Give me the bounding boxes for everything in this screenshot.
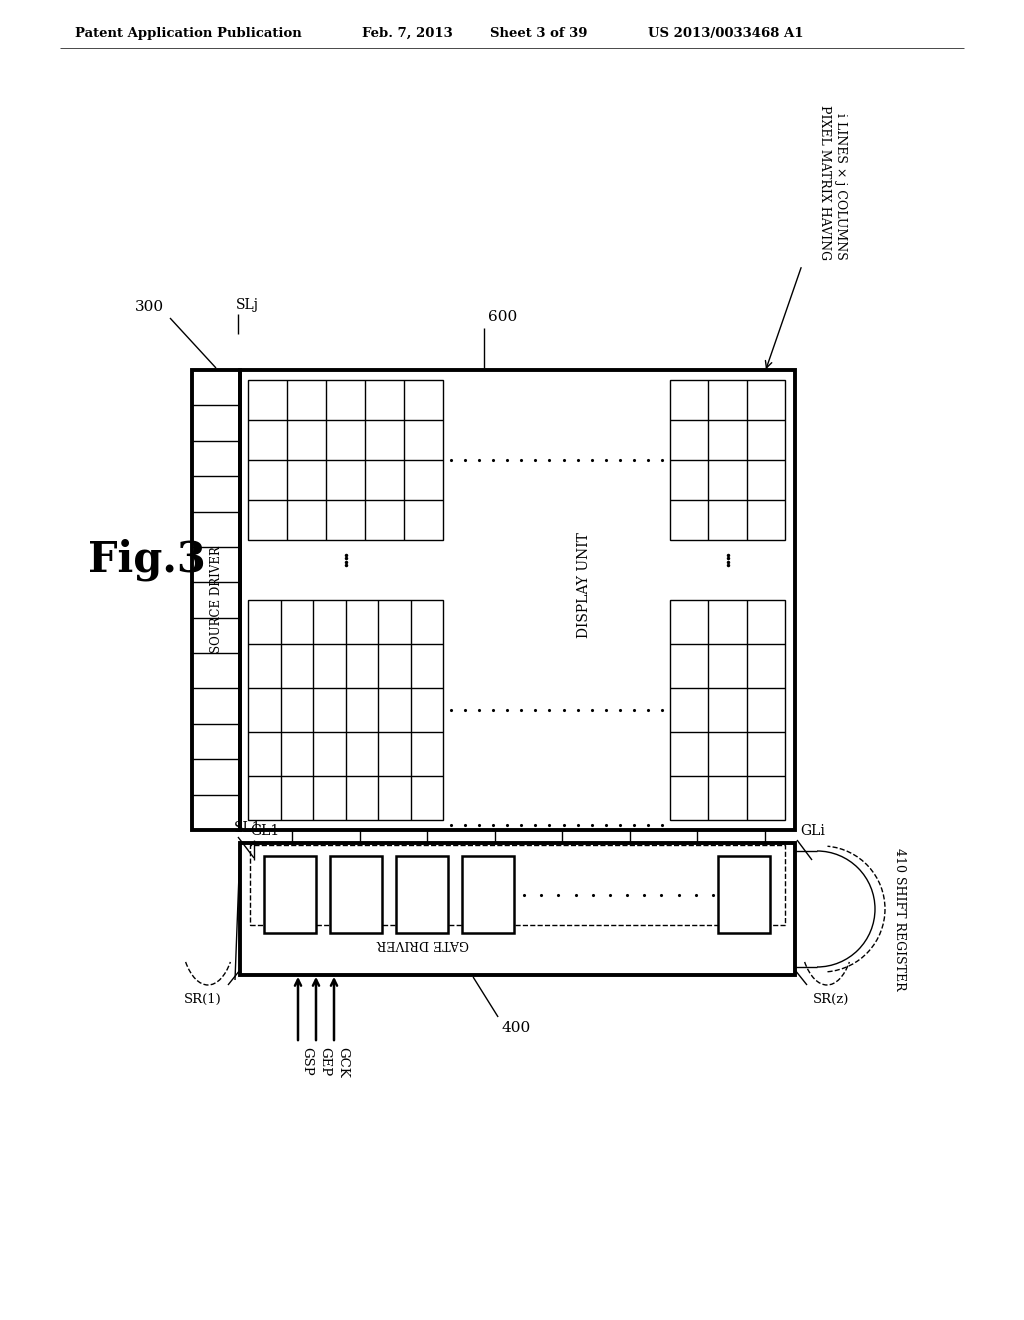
Text: Feb. 7, 2013: Feb. 7, 2013 (362, 26, 453, 40)
Text: Fig.3: Fig.3 (88, 539, 206, 581)
Bar (462, 855, 514, 933)
Text: GEP: GEP (318, 1047, 331, 1076)
Bar (718, 855, 770, 933)
Text: SL1: SL1 (234, 821, 261, 836)
Bar (250, 845, 785, 925)
Bar (396, 855, 449, 933)
Text: SLj: SLj (236, 298, 259, 312)
Bar (240, 843, 795, 975)
Text: DISPLAY UNIT: DISPLAY UNIT (578, 532, 591, 638)
Bar (248, 601, 443, 820)
Text: 410 SHIFT REGISTER: 410 SHIFT REGISTER (893, 847, 906, 990)
Bar (248, 380, 443, 540)
Bar (240, 370, 795, 830)
Bar (264, 855, 316, 933)
Text: GL1: GL1 (250, 824, 280, 838)
Text: GATE DRIVER: GATE DRIVER (377, 937, 469, 950)
Bar (193, 370, 240, 830)
Text: Patent Application Publication: Patent Application Publication (75, 26, 302, 40)
Text: 300: 300 (135, 300, 164, 314)
Text: PIXEL MATRIX HAVING: PIXEL MATRIX HAVING (818, 104, 831, 260)
Text: GCK: GCK (336, 1047, 349, 1077)
Text: 600: 600 (488, 310, 517, 323)
Bar (330, 855, 382, 933)
Text: i LINES × j COLUMNS: i LINES × j COLUMNS (834, 114, 847, 260)
Text: SR(1): SR(1) (184, 993, 222, 1006)
Text: GLi: GLi (800, 824, 825, 838)
Text: SR(z): SR(z) (813, 993, 849, 1006)
Text: SOURCE DRIVER: SOURCE DRIVER (210, 546, 222, 653)
Text: US 2013/0033468 A1: US 2013/0033468 A1 (648, 26, 804, 40)
Bar (670, 380, 785, 540)
Text: Sheet 3 of 39: Sheet 3 of 39 (490, 26, 588, 40)
Bar (670, 601, 785, 820)
Text: 400: 400 (501, 1020, 530, 1035)
Text: GSP: GSP (300, 1047, 313, 1076)
